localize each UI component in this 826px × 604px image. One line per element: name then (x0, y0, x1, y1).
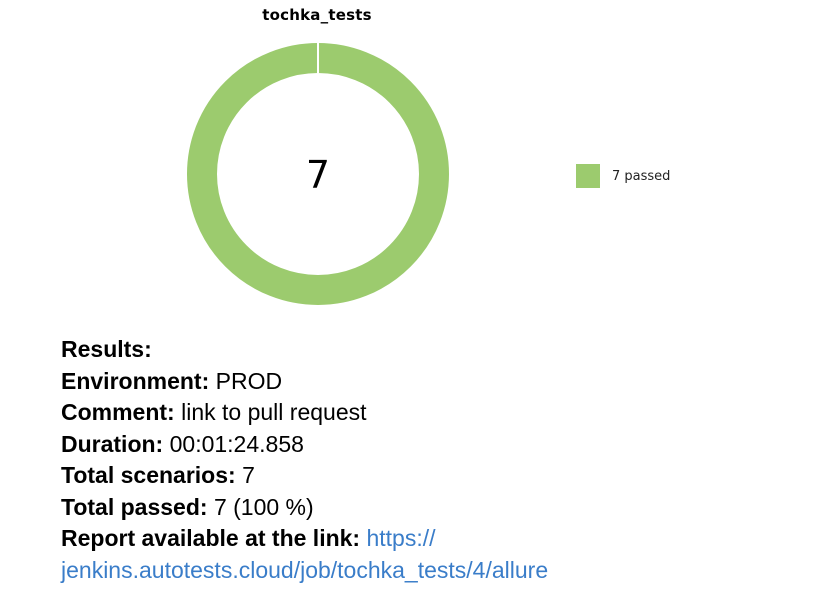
comment-value: link to pull request (181, 399, 367, 425)
total-scenarios-value: 7 (242, 462, 255, 488)
results-block: Results: Environment: PROD Comment: link… (61, 334, 801, 586)
total-passed-line: Total passed: 7 (100 %) (61, 492, 801, 524)
results-heading: Results: (61, 336, 152, 362)
chart-legend: 7 passed (576, 164, 670, 188)
total-passed-label: Total passed: (61, 493, 208, 520)
total-passed-value: 7 (100 %) (213, 493, 314, 520)
report-link-part1[interactable]: https:// (366, 525, 436, 551)
legend-label-passed: 7 passed (612, 168, 671, 184)
environment-value: PROD (215, 367, 283, 394)
comment-line: Comment: link to pull request (61, 397, 801, 429)
total-scenarios-label: Total scenarios: (61, 462, 236, 488)
legend-swatch-passed (576, 164, 600, 188)
report-link-part2[interactable]: jenkins.autotests.cloud/job/tochka_tests… (61, 556, 549, 583)
donut-chart: 7 (187, 43, 449, 305)
total-scenarios-line: Total scenarios: 7 (61, 460, 801, 492)
comment-label: Comment: (61, 399, 175, 425)
environment-line: Environment: PROD (61, 366, 801, 398)
chart-title: tochka_tests (262, 6, 372, 24)
donut-center-count: 7 (306, 153, 330, 197)
duration-value: 00:01:24.858 (169, 430, 304, 457)
report-label: Report available at the link: (61, 525, 361, 551)
report-link-line: jenkins.autotests.cloud/job/tochka_tests… (61, 555, 801, 587)
report-line: Report available at the link: https:// (61, 523, 801, 555)
duration-line: Duration: 00:01:24.858 (61, 429, 801, 461)
duration-label: Duration: (61, 430, 164, 457)
environment-label: Environment: (61, 367, 210, 394)
results-heading-line: Results: (61, 334, 801, 366)
